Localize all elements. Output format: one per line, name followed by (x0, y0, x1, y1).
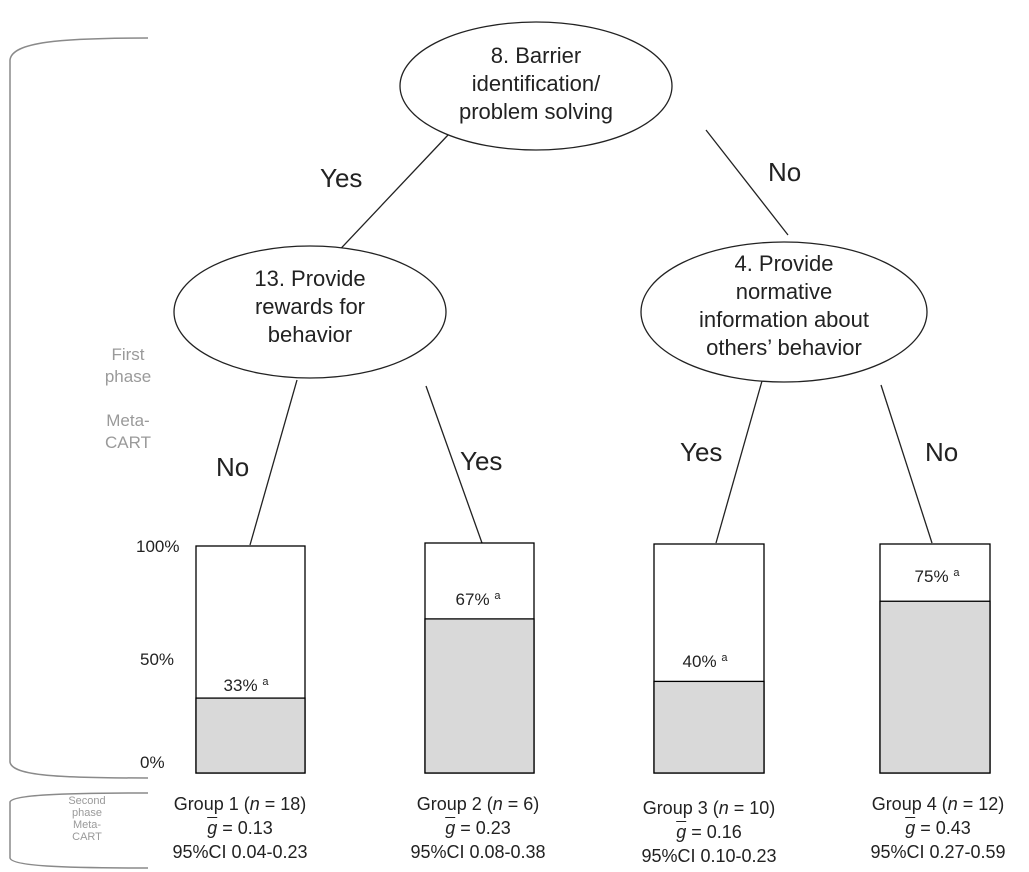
group-3-mean: g = 0.16 (676, 822, 742, 842)
edge-root-right (705, 129, 789, 236)
axis-tick-100: 100% (136, 537, 180, 556)
left-node-label: 13. Provide rewards for behavior (254, 266, 366, 347)
edge-right-g3 (715, 380, 763, 544)
edge-left-g2 (425, 385, 483, 544)
group-1-stats: Group 1 (n = 18) g = 0.13 95%CI 0.04-0.2… (150, 792, 330, 864)
bar-fill-1 (195, 697, 306, 774)
group-1-title: Group 1 (n = 18) (173, 794, 307, 814)
edge-label-root-left: Yes (320, 163, 363, 193)
first-phase-brace (9, 37, 149, 779)
group-4-ci: 95%CI 0.27-0.59 (870, 842, 1006, 862)
right-node (640, 241, 928, 383)
value-label-group-2: 67% a (455, 590, 501, 609)
left-node (173, 245, 447, 379)
group-4-stats: Group 4 (n = 12) g = 0.43 95%CI 0.27-0.5… (848, 792, 1028, 864)
value-label-group-4: 75% a (914, 567, 960, 586)
group-3-stats: Group 3 (n = 10) g = 0.16 95%CI 0.10-0.2… (614, 796, 804, 868)
edge-label-left-g2: Yes (460, 446, 503, 476)
edge-left-g1 (249, 379, 298, 546)
group-4-mean: g = 0.43 (905, 818, 971, 838)
root-node-label: 8. Barrier identification/ problem solvi… (458, 43, 614, 124)
group-2-title: Group 2 (n = 6) (416, 794, 540, 814)
group-3-ci: 95%CI 0.10-0.23 (641, 846, 777, 866)
bar-fill-2 (424, 618, 535, 774)
second-phase-label: Second phase Meta- CART (68, 795, 106, 843)
group-4-title: Group 4 (n = 12) (871, 794, 1005, 814)
axis-tick-50: 50% (140, 650, 175, 669)
group-2-ci: 95%CI 0.08-0.38 (410, 842, 546, 862)
value-label-group-3: 40% a (682, 652, 728, 671)
bars-group (195, 542, 991, 774)
edge-label-root-right: No (768, 157, 802, 187)
group-3-title: Group 3 (n = 10) (642, 798, 776, 818)
value-label-group-1: 33% a (223, 676, 269, 695)
axis-tick-0: 0% (140, 753, 165, 772)
second-phase-brace (9, 792, 149, 869)
first-phase-label: First phase Meta- CART (104, 345, 152, 452)
group-2-stats: Group 2 (n = 6) g = 0.23 95%CI 0.08-0.38 (388, 792, 568, 864)
edge-right-g4 (880, 384, 933, 544)
group-1-ci: 95%CI 0.04-0.23 (172, 842, 308, 862)
root-node (399, 21, 673, 151)
group-1-mean: g = 0.13 (207, 818, 273, 838)
edge-label-right-g4: No (925, 437, 959, 467)
edge-label-left-g1: No (216, 452, 250, 482)
group-2-mean: g = 0.23 (445, 818, 511, 838)
bar-fill-3 (653, 680, 765, 774)
edge-label-right-g3: Yes (680, 437, 723, 467)
bar-fill-4 (879, 600, 991, 774)
edge-root-left (329, 134, 449, 261)
right-node-label: 4. Provide normative information about o… (699, 251, 869, 360)
